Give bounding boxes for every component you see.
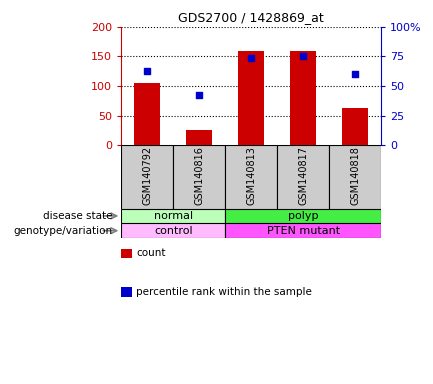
Point <box>196 93 203 99</box>
Bar <box>121 223 225 238</box>
Bar <box>225 223 381 238</box>
Text: normal: normal <box>154 211 193 221</box>
Text: GSM140816: GSM140816 <box>194 146 204 205</box>
Bar <box>186 131 212 145</box>
Point <box>300 53 307 60</box>
Text: percentile rank within the sample: percentile rank within the sample <box>136 287 312 297</box>
Text: GSM140818: GSM140818 <box>350 146 360 205</box>
Bar <box>342 109 368 145</box>
Bar <box>134 83 160 145</box>
Text: GSM140792: GSM140792 <box>142 146 152 205</box>
Text: PTEN mutant: PTEN mutant <box>267 226 339 236</box>
Title: GDS2700 / 1428869_at: GDS2700 / 1428869_at <box>178 11 324 24</box>
Bar <box>173 145 225 209</box>
Bar <box>329 145 381 209</box>
Bar <box>238 51 264 145</box>
Bar <box>225 209 381 223</box>
Text: polyp: polyp <box>288 211 318 221</box>
Point <box>248 55 255 61</box>
Bar <box>277 145 329 209</box>
Point <box>144 68 151 74</box>
Text: GSM140813: GSM140813 <box>246 146 256 205</box>
Text: genotype/variation: genotype/variation <box>13 226 113 236</box>
Text: control: control <box>154 226 193 236</box>
Point <box>352 71 359 77</box>
Bar <box>290 51 316 145</box>
Bar <box>121 145 173 209</box>
Bar <box>121 209 225 223</box>
Bar <box>225 145 277 209</box>
Text: count: count <box>136 248 166 258</box>
Text: disease state: disease state <box>43 211 113 221</box>
Text: GSM140817: GSM140817 <box>298 146 308 205</box>
